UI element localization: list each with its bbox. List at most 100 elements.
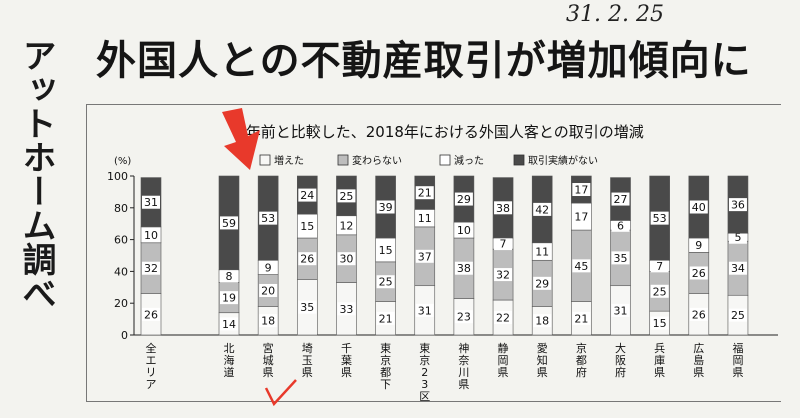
- value-label-bg: [337, 252, 356, 266]
- value-label-bg: [376, 275, 395, 289]
- y-tick-label: 80: [114, 202, 128, 215]
- value-label-bg: [376, 243, 395, 257]
- value-label-bg: [220, 291, 238, 305]
- value-label-bg: [415, 211, 434, 225]
- value-label: 17: [574, 184, 588, 197]
- value-label-bg: [728, 261, 747, 275]
- legend-label: 減った: [454, 154, 484, 167]
- value-label: 39: [379, 201, 393, 214]
- x-tick-label-char: 区: [419, 390, 430, 403]
- x-tick-label-char: 阪: [615, 353, 626, 367]
- value-label-bg: [689, 266, 708, 280]
- value-label: 45: [574, 260, 588, 273]
- value-label: 53: [653, 212, 667, 225]
- x-tick-label-char: 下: [380, 378, 391, 391]
- value-label: 26: [144, 308, 158, 321]
- value-label-bg: [611, 218, 630, 232]
- chart-title: 1年前と比較した、2018年における外国人客との取引の増減: [236, 123, 644, 141]
- value-label-bg: [376, 200, 395, 214]
- value-label: 25: [339, 190, 353, 203]
- value-label-bg: [454, 223, 473, 237]
- value-label: 31: [418, 304, 432, 317]
- value-label: 29: [457, 193, 471, 206]
- value-label-bg: [298, 188, 317, 202]
- x-tick-label-char: 宮: [263, 341, 274, 355]
- x-tick-label-char: 兵: [654, 342, 665, 355]
- x-tick-label-char: 静: [498, 341, 509, 355]
- value-label-bg: [650, 259, 669, 273]
- value-label: 10: [144, 229, 158, 242]
- x-tick-label-char: 奈: [458, 353, 469, 367]
- value-label: 14: [222, 318, 236, 331]
- legend-swatch: [337, 154, 349, 166]
- value-label: 26: [300, 253, 314, 266]
- x-tick-label-char: 知: [537, 353, 548, 367]
- source-label: アットホーム調べ: [16, 38, 56, 310]
- value-label-bg: [259, 211, 278, 225]
- x-tick-label-char: 県: [341, 366, 352, 379]
- value-label-bg: [611, 303, 630, 317]
- value-label: 37: [418, 250, 432, 263]
- value-label: 5: [734, 231, 741, 244]
- value-label-bg: [454, 310, 473, 324]
- value-label-bg: [494, 237, 513, 251]
- value-label: 25: [379, 276, 393, 289]
- value-label: 8: [226, 270, 233, 283]
- value-label: 32: [144, 262, 158, 275]
- value-label: 6: [617, 219, 624, 232]
- value-label: 12: [339, 219, 353, 232]
- chart-frame: [86, 104, 781, 402]
- handwritten-date: 31. 2. 25: [566, 2, 664, 27]
- x-tick-label-char: 京: [419, 353, 430, 367]
- value-label-bg: [220, 317, 238, 331]
- x-tick-label-char: 北: [224, 342, 235, 355]
- value-label-bg: [415, 303, 434, 317]
- value-label: 30: [339, 253, 353, 266]
- value-label: 7: [500, 238, 507, 251]
- value-label: 22: [496, 312, 510, 325]
- value-label: 21: [574, 312, 588, 325]
- value-label: 38: [457, 262, 471, 275]
- value-label-bg: [142, 195, 160, 209]
- x-tick-label-char: 道: [224, 365, 235, 379]
- value-label-bg: [728, 308, 747, 322]
- legend-swatch: [259, 154, 271, 166]
- x-tick-label-char: 玉: [302, 354, 313, 367]
- value-label: 24: [300, 189, 314, 202]
- x-tick-label-char: 川: [458, 366, 469, 379]
- value-label: 11: [418, 212, 432, 225]
- x-tick-label-char: 県: [302, 366, 313, 379]
- value-label: 20: [261, 284, 275, 297]
- value-label-bg: [337, 302, 356, 316]
- x-tick-label-char: 都: [576, 354, 587, 367]
- x-tick-label-char: リ: [146, 366, 157, 379]
- x-tick-label-char: 埼: [302, 341, 313, 355]
- y-tick-label: 40: [114, 265, 128, 278]
- value-label-bg: [611, 251, 630, 265]
- x-tick-label-char: 千: [341, 342, 352, 355]
- y-axis: 0 20 40 60 80 100: [107, 170, 778, 342]
- red-arrow-annotation: [222, 108, 260, 170]
- value-label-bg: [494, 268, 513, 282]
- x-tick-label-char: 県: [498, 366, 509, 379]
- value-label: 40: [692, 201, 706, 214]
- value-label: 36: [731, 199, 745, 212]
- value-label-bg: [142, 228, 160, 242]
- x-tick-label-char: 県: [732, 366, 743, 379]
- value-label-bg: [337, 218, 356, 232]
- value-label: 35: [614, 252, 628, 265]
- value-label: 35: [300, 301, 314, 314]
- x-tick-label-char: 県: [537, 366, 548, 379]
- value-label-bg: [572, 183, 591, 197]
- value-label-bg: [611, 192, 630, 206]
- value-label: 7: [656, 260, 663, 273]
- x-tick-label-char: 県: [654, 366, 665, 379]
- value-label-bg: [259, 283, 278, 297]
- value-label-bg: [298, 252, 317, 266]
- y-tick-label: 0: [121, 329, 128, 342]
- value-label-bg: [220, 216, 238, 230]
- value-label: 27: [614, 193, 628, 206]
- value-label: 34: [731, 262, 745, 275]
- value-label-bg: [337, 189, 356, 203]
- x-tick-label-char: 都: [380, 366, 391, 379]
